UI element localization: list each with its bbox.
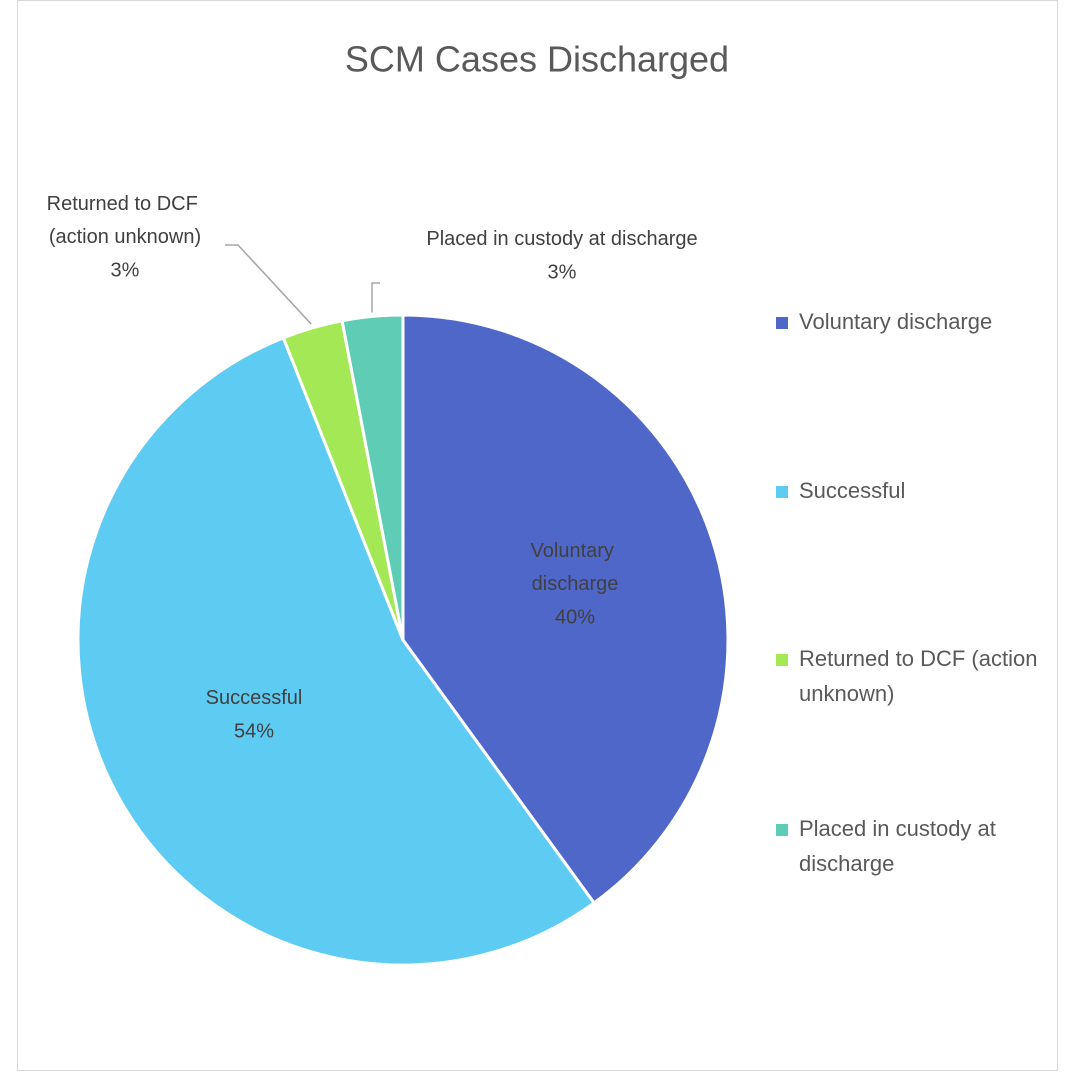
pie-slice: [340, 313, 405, 641]
pie-slice: [401, 313, 730, 906]
legend-marker: [776, 317, 788, 329]
data-label-value: 3%: [111, 259, 140, 281]
pie-slice: [76, 335, 597, 967]
chart-title: SCM Cases Discharged: [345, 39, 729, 80]
legend-label: Voluntary discharge: [799, 309, 992, 334]
data-label-category: Successful: [206, 687, 303, 709]
legend-marker: [776, 486, 788, 498]
data-label-value: 54%: [234, 720, 274, 742]
data-label-category: Placed in custody at discharge: [426, 228, 697, 250]
legend-label: Returned to DCF (action unknown): [799, 646, 1044, 706]
data-label-category: Voluntary discharge: [531, 540, 620, 595]
legend-marker: [776, 654, 788, 666]
legend-marker: [776, 824, 788, 836]
legend-label: Successful: [799, 478, 905, 503]
legend-label: Placed in custody at discharge: [799, 816, 1002, 876]
data-label-value: 40%: [555, 606, 595, 628]
data-label-category: Returned to DCF (action unknown): [47, 193, 204, 248]
leader-line: [225, 244, 312, 325]
data-label-value: 3%: [548, 261, 577, 283]
leader-line: [371, 282, 380, 313]
